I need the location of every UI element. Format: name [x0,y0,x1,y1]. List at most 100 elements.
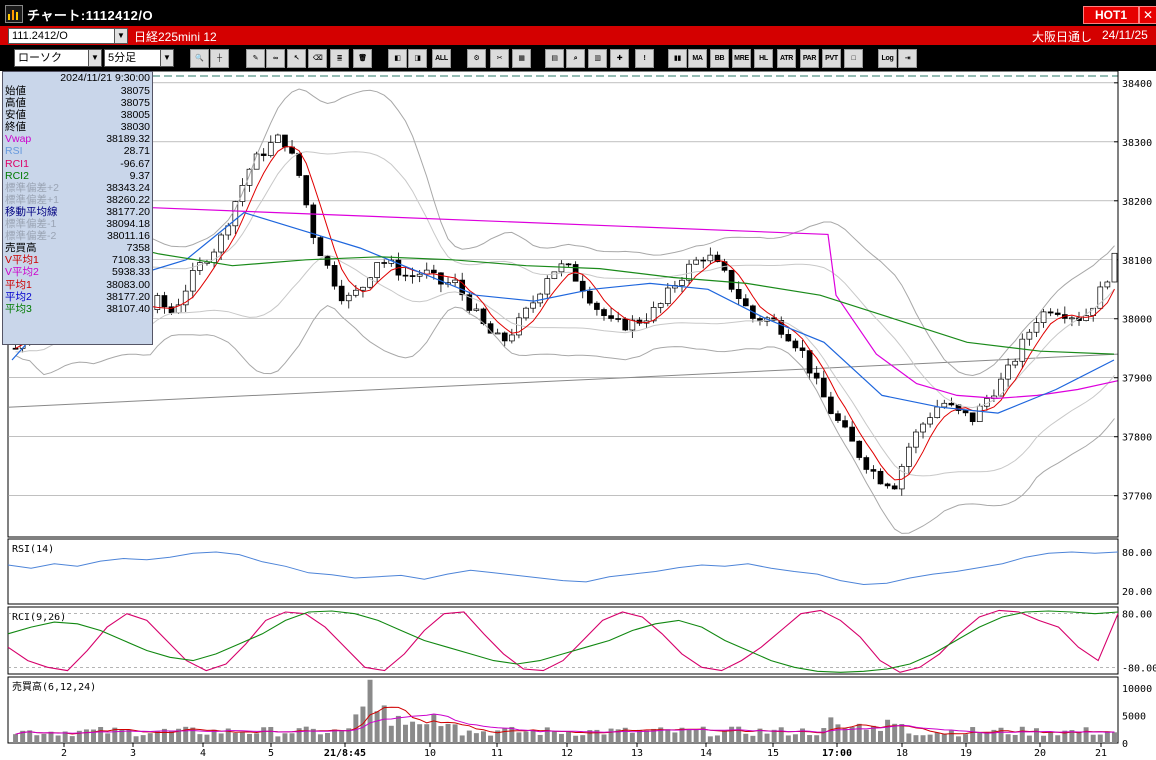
chevron-down-icon[interactable]: ▼ [88,50,101,66]
candle-body [686,263,692,281]
rsi-title: RSI(14) [12,544,54,555]
palette-icon[interactable]: ▦ [512,49,531,68]
volume-bar [558,733,564,743]
candle-body [948,402,955,406]
tool-icon[interactable]: ✂ [490,49,509,68]
link-icon[interactable]: ∞ [266,49,285,68]
volume-tick-label: 0 [1122,739,1128,750]
rsi-line [7,551,1119,586]
candle [1054,308,1061,317]
time-tick-label: 12 [561,748,573,759]
symbol-select[interactable]: 111.2412/O ▼ [8,28,128,44]
zoom-icon[interactable]: 🔍 [190,49,209,68]
candle-body [714,254,721,263]
chevron-down-icon[interactable]: ▼ [160,50,173,66]
interval-value: 5分足 [108,52,137,64]
trash-icon[interactable]: 🗑 [353,49,372,68]
candle [1012,358,1019,369]
candle-body [459,279,466,296]
data-row: 標準偏差-1 38094.18 [3,218,152,230]
settings-icon[interactable]: ⚙ [467,49,486,68]
interval-select[interactable]: 5分足 ▼ [104,49,174,67]
pvt-icon[interactable]: PVT [822,49,841,68]
time-tick-label: 20 [1034,748,1046,759]
mre-icon[interactable]: MRE [732,49,751,68]
candle [1069,315,1075,327]
disabled-icon[interactable]: ! [635,49,654,68]
rsi-panel[interactable]: RSI(14) 80.00 20.00 [7,538,1152,605]
chevron-down-icon[interactable]: ▼ [114,29,127,43]
candle [842,415,848,429]
candle-body [849,426,855,442]
pen-icon[interactable]: ✎ [246,49,265,68]
data-row-value: 38030 [120,121,150,134]
candle-body [473,308,480,311]
candle [863,455,870,474]
candle-body [353,289,359,296]
volume-bar [544,727,550,743]
data-row-label: 移動平均線 [5,205,58,218]
bar-right-icon[interactable]: ◨ [408,49,427,68]
chart-icon[interactable]: ▤ [545,49,564,68]
candle-body [629,319,636,331]
volume-bar [225,728,231,743]
bb-icon[interactable]: BB [710,49,729,68]
exit-icon[interactable]: ⇥ [898,49,917,68]
hl-icon[interactable]: HL [754,49,773,68]
mark-icon[interactable]: ✚ [610,49,629,68]
memo-icon[interactable]: ≣ [330,49,349,68]
time-tick-label: 11 [491,748,503,759]
volume-bar [863,729,869,743]
price-panel[interactable]: 38400 38300 38200 38100 38000 37900 37800 37700 [7,71,1152,538]
erase-icon[interactable]: ⌫ [308,49,327,68]
data-row-label: 標準偏差-2 [5,230,57,243]
volume-bar [785,735,791,743]
volume-bar [771,729,777,743]
rci-panel[interactable]: RCI(9,26) 80.00 -80.00 [7,606,1156,675]
par-icon[interactable]: PAR [800,49,819,68]
box-icon[interactable]: □ [844,49,863,68]
atr-icon[interactable]: ATR [777,49,796,68]
volume-bar [1005,734,1011,743]
volume-bar [480,731,486,743]
close-button[interactable]: ✕ [1139,6,1156,24]
volume-bar [332,729,338,743]
all-icon[interactable]: ALL [432,49,451,68]
candle-body [1033,322,1040,333]
candle [835,410,841,424]
volume-bar [870,725,876,743]
ma-icon[interactable]: MA [688,49,707,68]
cursor-icon[interactable]: ↖ [287,49,306,68]
data-row-value: 38005 [120,109,150,122]
candle-body [601,309,607,316]
volume-bar [204,734,210,743]
table-icon[interactable]: ▥ [588,49,607,68]
volume-bar [970,727,976,743]
volume-panel[interactable]: 売買高(6,12,24) 10000 5000 0 [7,676,1152,750]
hot-button[interactable]: HOT1 [1083,6,1139,24]
price-tick-label: 38200 [1122,197,1152,208]
time-tick-label: 2 [61,748,67,759]
candle-body [466,294,473,311]
volume-bar [594,729,600,743]
volume-bar [636,729,642,743]
volume-bar [551,731,557,743]
crosshair-icon[interactable]: ┼ [210,49,229,68]
chart-type-select[interactable]: ローソク ▼ [14,49,102,67]
volume-bar [232,733,238,743]
data-row-label: V平均1 [5,254,39,267]
time-tick-label: 17:00 [822,748,852,759]
vol-icon[interactable]: ▮▮ [668,49,687,68]
candle-body [664,287,671,304]
log-icon[interactable]: Log [878,49,897,68]
search-chart-icon[interactable]: ⌕ [566,49,585,68]
volume-bar [317,734,323,743]
chart-area[interactable]: 38400 38300 38200 38100 38000 37900 37800 37700… [0,71,1156,760]
rci-title: RCI(9,26) [12,612,66,623]
rsi-tick-label: 20.00 [1122,587,1152,598]
candle [317,236,324,257]
candle [948,397,955,407]
volume-bar [934,732,940,743]
vwap-line [7,201,1119,400]
bar-left-icon[interactable]: ◧ [388,49,407,68]
